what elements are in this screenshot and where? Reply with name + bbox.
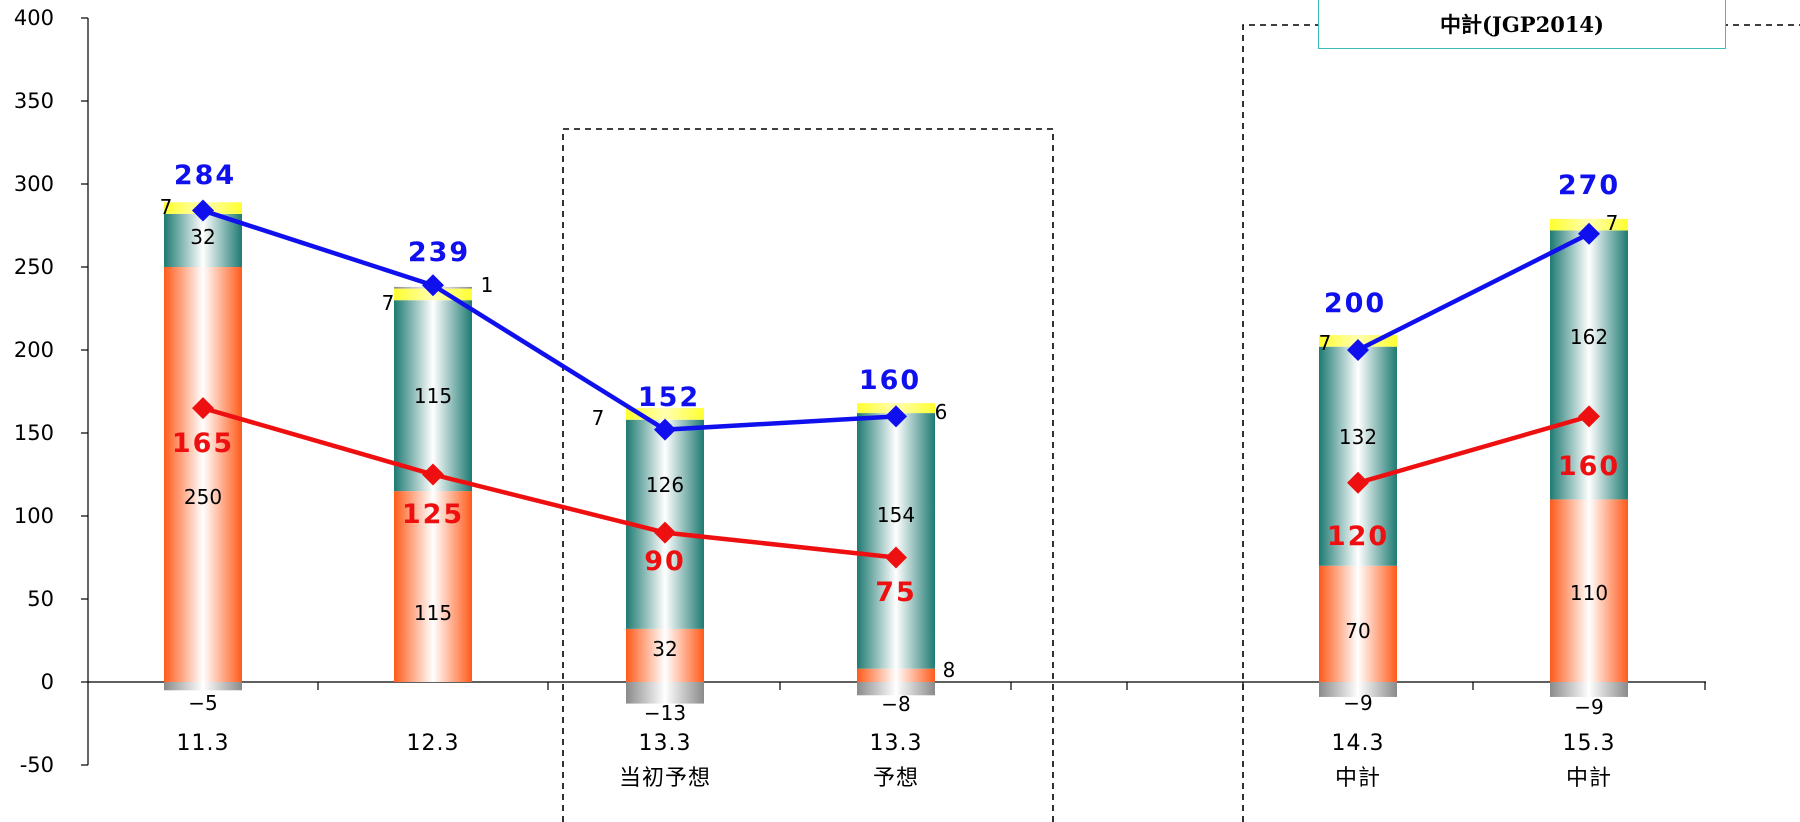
segment-value-label: 1 [481,273,494,297]
segment-value-label: 162 [1570,325,1608,349]
x-tick-label-sub: 当初予想 [619,766,711,791]
segment-value-label: 7 [1606,211,1619,235]
axes: -50 0 50 100 150 200 250 300 350 400 11.3 12.3 13.3 当… [14,6,1706,791]
y-tick-label: -50 [20,753,54,777]
red-line [202,405,897,560]
x-tick-label: 13.3 [639,731,692,756]
red-value-label: 125 [402,499,464,530]
blue-marker [422,274,444,297]
x-tick-label-sub: 予想 [873,766,919,791]
labels: 250 115 32 8 70 110 32 115 126 154 132 162 7 7 7 6 7 7 1 −5… [160,160,1620,725]
segment-value-label: 126 [646,473,684,497]
segment-value-label: 250 [184,485,222,509]
segment-value-label: 115 [414,601,452,625]
x-tick-label: 12.3 [407,731,460,756]
red-value-label: 90 [644,546,686,577]
x-tick-label: 11.3 [177,731,230,756]
forecast-frame [562,128,1054,822]
blue-line [1356,231,1591,353]
y-tick-label: 50 [27,587,54,611]
segment-value-label: 115 [414,384,452,408]
y-tick-label: 200 [14,338,54,362]
bar-segment-negative [857,682,935,696]
red-marker [1347,471,1369,494]
segment-value-label: −9 [1343,691,1372,715]
segment-value-label: −5 [188,691,217,715]
blue-value-label: 200 [1324,288,1386,319]
segment-value-label: −8 [881,692,910,716]
bar-segment-teal [857,413,935,669]
red-value-label: 160 [1558,451,1620,482]
bar-segment-orange [857,668,935,682]
blue-marker [885,405,907,428]
bar-segment-negative [164,682,242,691]
segment-value-label: 154 [877,503,915,527]
x-tick-label-sub: 中計 [1335,766,1381,791]
bar-segment-orange [1550,499,1628,682]
red-value-label: 75 [875,577,917,608]
lines [192,199,1600,569]
bar-segment-negative [1319,682,1397,697]
y-tick-label: 350 [14,89,54,113]
x-tick-label: 13.3 [870,731,923,756]
bars [164,202,1628,704]
plan-label-box: 中計(JGP2014) [1318,0,1726,49]
red-marker [192,397,214,420]
bar-segment-teal [1550,230,1628,500]
segment-value-label: 132 [1339,425,1377,449]
blue-marker [192,199,214,222]
segment-value-label: 7 [592,406,605,430]
bar-segment-orange [394,491,472,682]
blue-marker [654,418,676,441]
bar-segment-teal [164,213,242,267]
red-value-label: 165 [172,428,234,459]
segment-value-label: 6 [935,400,948,424]
y-tick-label: 250 [14,255,54,279]
segment-value-label: 7 [160,195,173,219]
blue-value-label: 160 [859,365,921,396]
segment-value-label: −13 [644,701,686,725]
x-tick-label-sub: 中計 [1566,766,1612,791]
segment-value-label: 110 [1570,581,1608,605]
red-marker [654,521,676,544]
bar-segment-teal [394,300,472,492]
bar-segment-yellow [626,408,704,420]
segment-value-label: 32 [652,637,677,661]
bar-segment-orange [1319,565,1397,682]
blue-marker [1578,222,1600,245]
bar-segment-orange [164,267,242,682]
blue-marker [1347,339,1369,361]
blue-line [202,208,897,432]
blue-value-label: 239 [408,237,470,268]
segment-value-label: −9 [1574,695,1603,719]
segment-value-label: 70 [1345,619,1370,643]
segment-value-label: 8 [943,658,956,682]
red-marker [422,463,444,486]
y-tick-label: 400 [14,6,54,30]
blue-value-label: 152 [638,382,700,413]
bar-segment-negative [626,682,704,704]
x-tick-label: 14.3 [1332,731,1385,756]
red-line [1357,414,1590,485]
red-marker [1578,405,1600,428]
segment-value-label: 7 [1319,331,1332,355]
blue-value-label: 270 [1558,170,1620,201]
blue-value-label: 284 [174,160,236,191]
red-value-label: 120 [1327,521,1389,552]
y-tick-label: 300 [14,172,54,196]
bar-segment-negative [1550,682,1628,697]
bar-segment-teal [1319,346,1397,566]
x-tick-label: 15.3 [1563,731,1616,756]
y-tick-label: 100 [14,504,54,528]
bar-segment-orange [626,628,704,682]
y-tick-label: 0 [41,670,54,694]
segment-value-label: 7 [382,291,395,315]
segment-value-label: 32 [190,225,215,249]
red-marker [885,546,907,569]
y-tick-label: 150 [14,421,54,445]
plan-label: 中計(JGP2014) [1440,12,1604,37]
